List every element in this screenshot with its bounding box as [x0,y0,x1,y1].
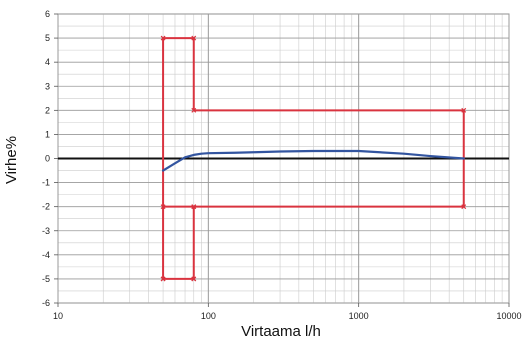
y-axis-title: Virhe% [3,136,20,184]
tolerance-limit-point [191,107,197,113]
y-tick-label: -1 [42,178,50,188]
point-mark [191,204,197,210]
tolerance-limit-point [191,276,197,282]
y-tick-label: 6 [45,9,50,19]
x-tick-label: 1000 [349,311,369,321]
point-mark [461,107,467,113]
y-tick-label: 5 [45,33,50,43]
x-tick-label: 100 [201,311,216,321]
tolerance-limit-point [461,204,467,210]
y-tick-label: -4 [42,250,50,260]
series-layer [160,35,467,282]
point-mark [160,204,166,210]
point-mark [191,107,197,113]
tolerance-limit-point [160,204,166,210]
point-mark [160,276,166,282]
y-tick-label: 0 [45,154,50,164]
x-axis-title: Virtaama l/h [241,323,321,340]
tolerance-limit-point [160,35,166,41]
point-mark [191,276,197,282]
tolerance-limit-point [461,107,467,113]
tolerance-limit-point [191,35,197,41]
error-curve-line [161,149,465,172]
y-tick-label: -5 [42,274,50,284]
y-tick-label: -6 [42,298,50,308]
axes [54,13,510,307]
y-tick-label: -3 [42,226,50,236]
y-tick-label: 3 [45,81,50,91]
x-tick-label: 10 [53,311,63,321]
point-mark [461,204,467,210]
tolerance-limit-point [191,204,197,210]
y-tick-label: -2 [42,202,50,212]
x-tick-label: 10000 [496,311,521,321]
tolerance-limit-point [160,276,166,282]
y-tick-label: 1 [45,129,50,139]
tick-labels: -6 -5 -4 -3 -2 -1 0 1 2 3 4 5 6 10 100 1000 10000 [42,9,522,321]
y-tick-label: 4 [45,57,50,67]
point-mark [191,35,197,41]
point-mark [160,35,166,41]
y-tick-label: 2 [45,105,50,115]
